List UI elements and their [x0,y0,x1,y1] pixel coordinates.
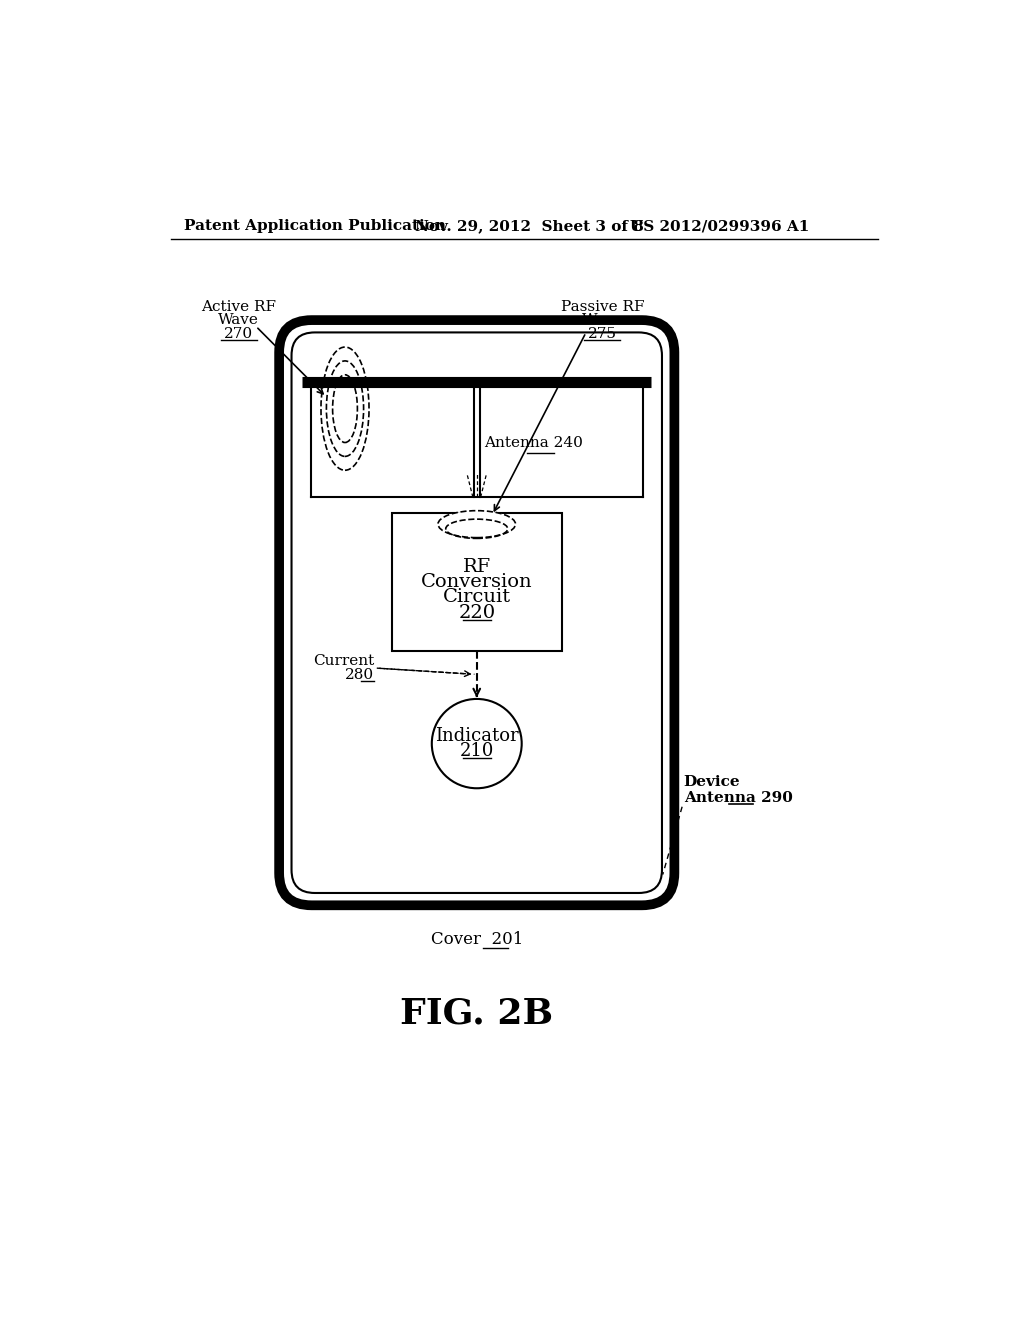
Bar [391,512,562,651]
Ellipse shape [438,511,515,537]
Text: Cover  201: Cover 201 [430,932,523,949]
Text: 280: 280 [345,668,375,682]
Text: RF: RF [463,557,490,576]
Text: Nov. 29, 2012  Sheet 3 of 8: Nov. 29, 2012 Sheet 3 of 8 [415,219,644,234]
Text: 210: 210 [460,742,494,760]
Ellipse shape [432,700,521,788]
Text: Antenna 240: Antenna 240 [484,437,584,450]
Text: Wave: Wave [218,313,259,327]
Text: Current: Current [313,655,375,668]
Text: 270: 270 [224,327,253,341]
FancyBboxPatch shape [280,321,675,906]
Text: Indicator: Indicator [435,727,518,744]
Text: Patent Application Publication: Patent Application Publication [183,219,445,234]
Text: Antenna 290: Antenna 290 [684,791,793,804]
Text: Circuit: Circuit [442,589,511,606]
Text: Wave: Wave [582,313,623,327]
Text: Passive RF: Passive RF [560,300,644,314]
Text: Conversion: Conversion [421,573,532,591]
Text: Device: Device [684,775,740,789]
Text: FIG. 2B: FIG. 2B [400,997,553,1030]
Text: Active RF: Active RF [202,300,276,314]
Text: US 2012/0299396 A1: US 2012/0299396 A1 [630,219,810,234]
Text: 275: 275 [588,327,616,341]
Text: 220: 220 [458,603,496,622]
